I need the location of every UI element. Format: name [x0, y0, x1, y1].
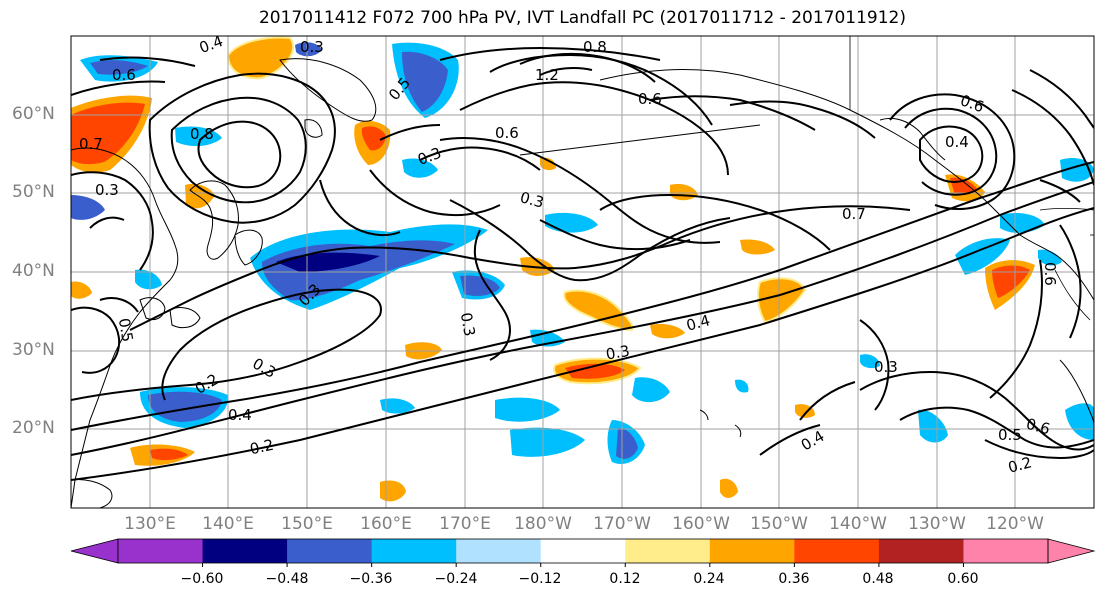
lon-label: 140°E	[202, 514, 254, 534]
contour-label: 0.7	[79, 135, 103, 153]
contour-label: 0.3	[518, 188, 546, 212]
colorbar-outline	[117, 538, 1049, 564]
contour-label: 0.6	[112, 66, 136, 84]
contour-label: 0.4	[684, 311, 712, 335]
colorbar-extend-high	[1047, 538, 1096, 564]
colorbar-swatch	[287, 539, 373, 563]
colorbar-swatch	[540, 539, 626, 563]
contour-label: 1.2	[535, 66, 559, 84]
colorbar-tick-label: 0.12	[609, 571, 641, 587]
colorbar-tick-label: 0.36	[778, 571, 810, 587]
contour-label: 0.7	[842, 205, 866, 223]
colorbar-swatch	[963, 539, 1049, 563]
colorbar-tick-label: −0.12	[518, 571, 562, 587]
lon-label: 160°E	[360, 514, 412, 534]
contour-label: 0.3	[457, 311, 479, 338]
lat-label: 20°N	[12, 418, 55, 438]
map-frame	[70, 35, 1095, 509]
colorbar-tick-label: 0.48	[862, 571, 894, 587]
contour-label: 0.8	[190, 125, 214, 143]
lon-label: 130°W	[908, 514, 966, 534]
colorbar-tick-label: −0.24	[434, 571, 478, 587]
lat-label: 50°N	[12, 182, 55, 202]
map-title: 2017011412 F072 700 hPa PV, IVT Landfall…	[258, 8, 906, 28]
lon-label: 140°W	[829, 514, 887, 534]
lon-label: 130°E	[124, 514, 176, 534]
colorbar-swatch	[202, 539, 288, 563]
colorbar-swatch	[118, 539, 204, 563]
colorbar-tick-label: 0.24	[693, 571, 725, 587]
colorbar-tick-label: −0.60	[180, 571, 224, 587]
contour-label: 0.8	[583, 38, 607, 56]
lon-label: 170°E	[439, 514, 491, 534]
graticule	[71, 36, 1094, 508]
contour-label: 0.3	[95, 181, 119, 199]
contour-label: 0.4	[228, 406, 252, 424]
lon-label: 170°W	[593, 514, 651, 534]
contour-label: 0.3	[300, 38, 324, 56]
contour-label: 0.6	[638, 90, 662, 108]
colorbar-tick-label: 0.60	[947, 571, 979, 587]
lon-label: 160°W	[672, 514, 730, 534]
colorbar-swatch	[371, 539, 457, 563]
lat-label: 30°N	[12, 340, 55, 360]
contour-label: 0.3	[874, 358, 898, 376]
lat-label: 60°N	[12, 104, 55, 124]
lon-label: 180°W	[514, 514, 572, 534]
pv-negative-anomalies	[71, 42, 1094, 465]
colorbar-tick-label: −0.36	[349, 571, 393, 587]
contour-label: 0.6	[1024, 415, 1052, 439]
contour-label: 0.2	[1006, 453, 1034, 477]
colorbar-tick-label: −0.48	[265, 571, 309, 587]
colorbar	[70, 538, 1096, 567]
colorbar-swatch	[625, 539, 711, 563]
contour-label: 0.5	[115, 317, 137, 344]
colorbar-swatch	[794, 539, 880, 563]
colorbar-swatch	[878, 539, 964, 563]
contour-label: 0.6	[1041, 262, 1059, 286]
colorbar-swatch	[709, 539, 795, 563]
lon-label: 150°W	[750, 514, 808, 534]
lat-label: 40°N	[12, 261, 55, 281]
contour-label: 0.6	[495, 124, 519, 142]
contour-label: 0.4	[945, 133, 969, 151]
colorbar-swatch	[456, 539, 542, 563]
contour-label: 0.2	[248, 436, 275, 459]
lon-label: 150°E	[281, 514, 333, 534]
lon-label: 120°W	[986, 514, 1044, 534]
contour-label: 0.5	[998, 426, 1022, 444]
colorbar-extend-low	[70, 538, 119, 564]
ivt-contours	[71, 46, 1094, 481]
contour-label: 0.3	[604, 342, 631, 364]
